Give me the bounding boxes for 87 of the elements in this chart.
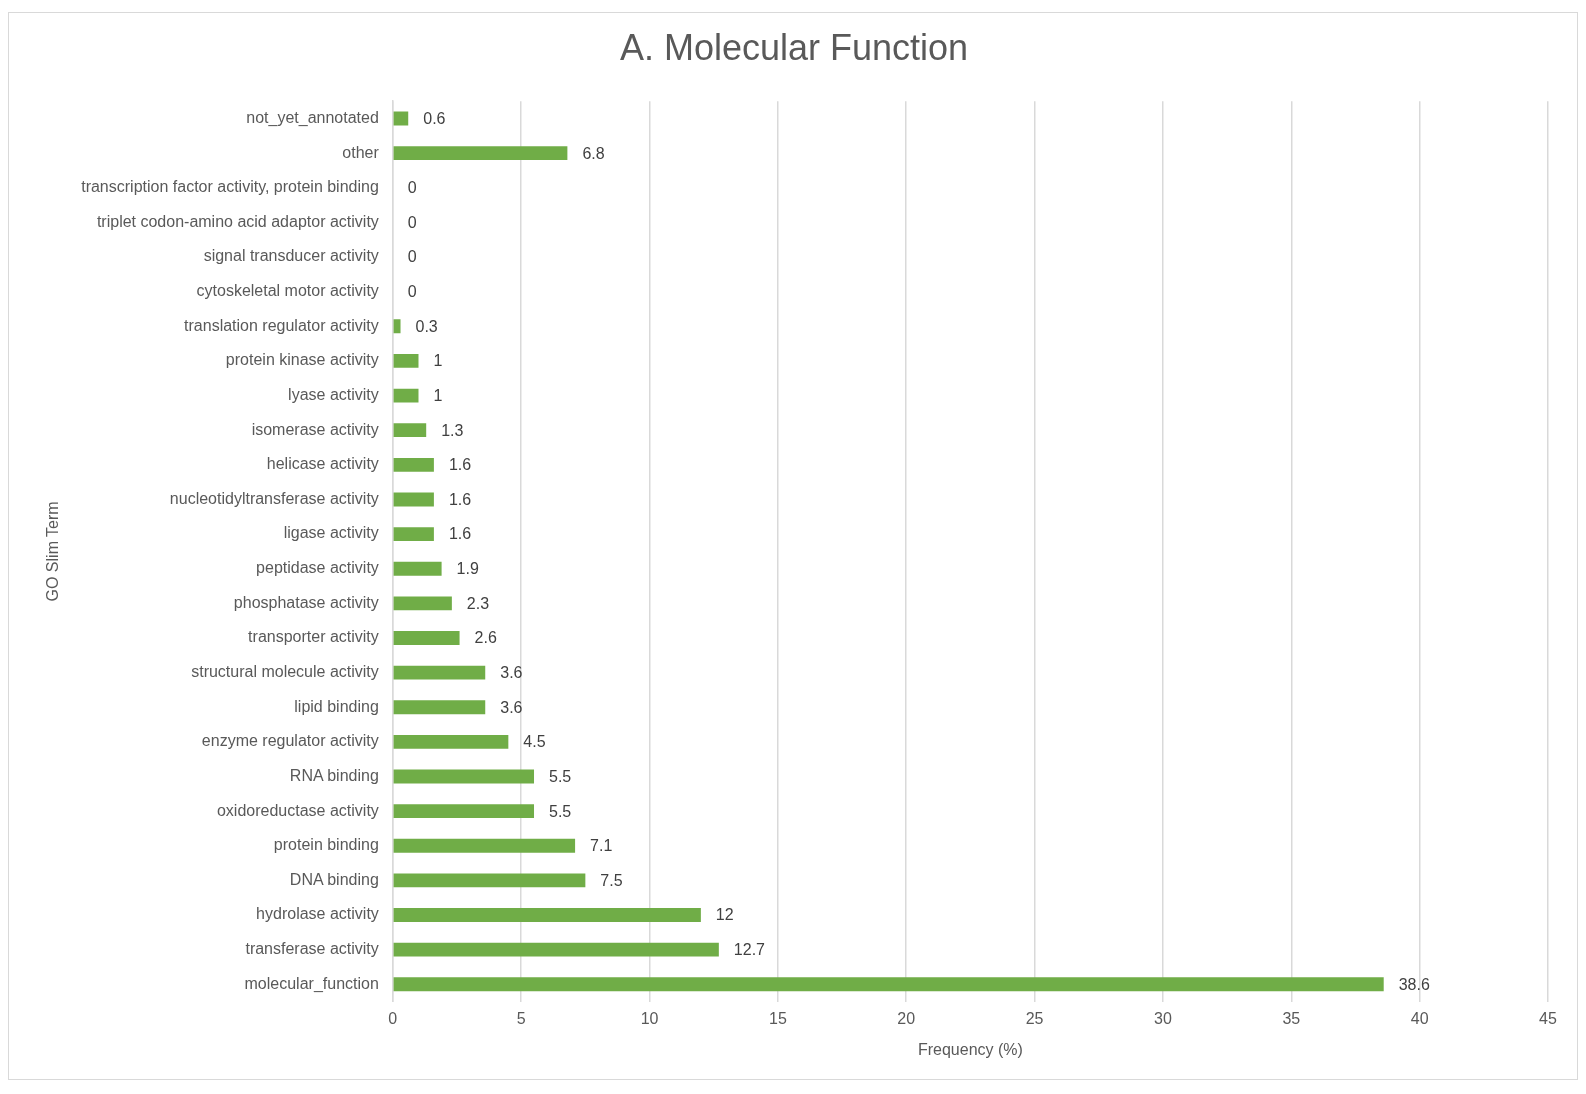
bar xyxy=(393,838,576,853)
x-tick-label: 35 xyxy=(1282,1009,1301,1027)
data-label: 1 xyxy=(433,352,443,370)
bar xyxy=(393,388,419,403)
y-tick-label: not_yet_annotated xyxy=(246,108,379,127)
data-label: 38.6 xyxy=(1398,975,1430,993)
bar xyxy=(393,111,409,126)
data-label: 1 xyxy=(433,386,443,404)
y-tick-label: peptidase activity xyxy=(256,559,379,577)
y-tick-label: signal transducer activity xyxy=(203,247,379,265)
bar xyxy=(393,977,1384,992)
data-label: 7.5 xyxy=(600,871,623,889)
data-label: 4.5 xyxy=(523,733,546,751)
data-label: 3.6 xyxy=(500,664,523,682)
bar xyxy=(393,942,719,957)
bar xyxy=(393,804,535,819)
data-label: 1.6 xyxy=(448,456,472,474)
bar xyxy=(393,492,434,507)
data-label: 5.5 xyxy=(549,802,572,820)
x-tick-label: 5 xyxy=(516,1009,526,1027)
y-tick-label: cytoskeletal motor activity xyxy=(196,282,379,300)
bar xyxy=(393,700,486,715)
bar xyxy=(393,457,434,472)
y-tick-label: lyase activity xyxy=(288,385,379,403)
data-label: 0 xyxy=(407,283,417,301)
data-label: 1.6 xyxy=(448,525,472,543)
bar xyxy=(393,665,486,680)
y-tick-label: protein kinase activity xyxy=(225,351,379,369)
bar xyxy=(393,908,701,922)
bar xyxy=(393,146,568,161)
y-tick-label: transcription factor activity, protein binding xyxy=(81,178,379,196)
y-tick-label: other xyxy=(342,143,380,161)
data-label: 12 xyxy=(715,906,734,924)
bar xyxy=(393,734,509,749)
bar xyxy=(393,596,452,611)
y-tick-label: protein binding xyxy=(273,836,379,854)
x-tick-label: 40 xyxy=(1410,1009,1429,1027)
x-tick-label: 15 xyxy=(768,1009,787,1027)
bar xyxy=(393,319,401,334)
y-axis-title: GO Slim Term xyxy=(44,501,62,602)
data-label: 0.3 xyxy=(415,317,438,335)
x-tick-label: 45 xyxy=(1539,1009,1557,1027)
y-tick-label: nucleotidyltransferase activity xyxy=(169,489,379,507)
data-label: 1.9 xyxy=(456,560,479,578)
data-label: 12.7 xyxy=(733,941,766,959)
data-label: 3.6 xyxy=(500,698,523,716)
y-tick-label: molecular_function xyxy=(244,974,379,993)
data-label: 0.6 xyxy=(423,109,446,127)
y-tick-label: lipid binding xyxy=(294,697,379,715)
y-tick-label: ligase activity xyxy=(283,524,379,542)
y-tick-label: translation regulator activity xyxy=(184,316,379,334)
bar xyxy=(393,354,419,368)
bar xyxy=(393,527,434,542)
data-label: 2.6 xyxy=(474,629,497,647)
bar xyxy=(393,423,427,438)
x-tick-label: 0 xyxy=(388,1009,398,1027)
x-tick-label: 10 xyxy=(640,1009,659,1027)
y-tick-label: phosphatase activity xyxy=(233,593,379,611)
y-tick-label: structural molecule activity xyxy=(191,663,379,681)
y-tick-label: helicase activity xyxy=(266,455,379,473)
bar xyxy=(393,561,442,576)
x-tick-label: 25 xyxy=(1025,1009,1044,1027)
y-tick-label: RNA binding xyxy=(289,766,379,784)
data-label: 1.3 xyxy=(441,421,464,439)
bar xyxy=(393,769,535,784)
y-tick-label: isomerase activity xyxy=(251,420,379,438)
x-axis-title: Frequency (%) xyxy=(917,1040,1023,1058)
chart-title: A. Molecular Function xyxy=(619,26,969,68)
y-tick-label: DNA binding xyxy=(289,870,379,888)
data-label: 7.1 xyxy=(590,837,613,855)
data-label: 0 xyxy=(407,213,417,231)
y-tick-label: triplet codon-amino acid adaptor activity xyxy=(96,212,379,230)
data-label: 1.6 xyxy=(448,490,472,508)
x-tick-label: 20 xyxy=(897,1009,916,1027)
x-tick-label: 30 xyxy=(1154,1009,1172,1027)
y-tick-label: oxidoreductase activity xyxy=(216,801,379,819)
data-label: 0 xyxy=(407,179,417,197)
data-label: 2.3 xyxy=(466,594,490,612)
y-tick-label: enzyme regulator activity xyxy=(201,732,379,750)
data-label: 5.5 xyxy=(549,767,572,785)
bar xyxy=(393,631,460,645)
data-label: 6.8 xyxy=(582,144,605,162)
y-tick-label: hydrolase activity xyxy=(256,905,379,923)
y-tick-label: transferase activity xyxy=(245,940,379,958)
bar xyxy=(393,873,586,888)
y-tick-label: transporter activity xyxy=(248,628,379,646)
data-label: 0 xyxy=(407,248,417,266)
